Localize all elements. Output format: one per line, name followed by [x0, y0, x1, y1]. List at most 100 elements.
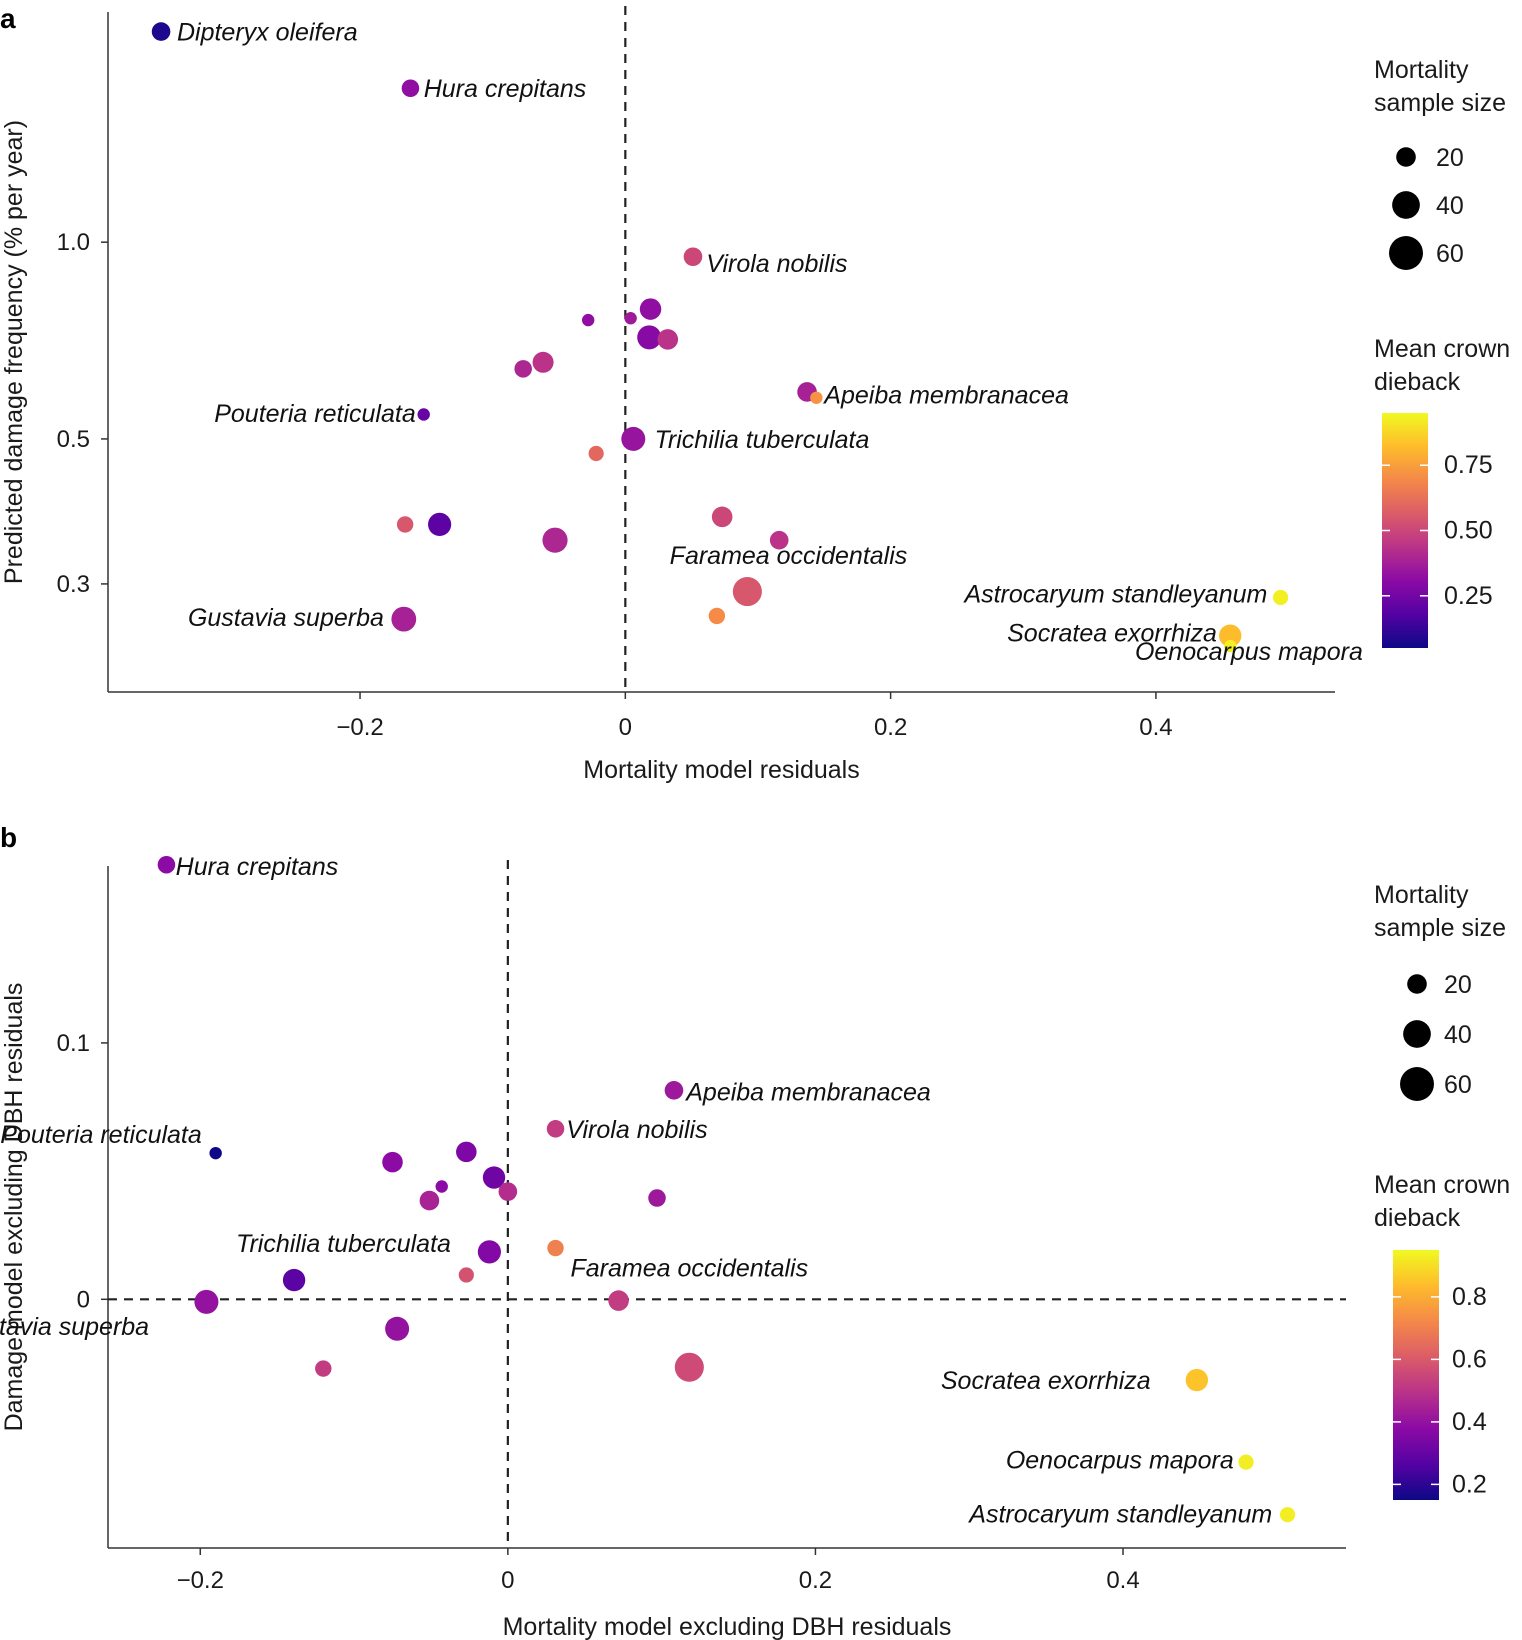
data-point — [588, 445, 604, 462]
size-legend-key — [1403, 1020, 1431, 1048]
point-label: Hura crepitans — [176, 853, 339, 881]
panel-b: b −0.2 0 0.2 0.4 0 0.1 Mortality model excludin… — [0, 822, 1510, 1640]
point-label: Pouteria reticulata — [214, 400, 416, 428]
data-point — [532, 351, 554, 373]
data-point — [482, 1166, 506, 1189]
data-point — [194, 1289, 219, 1314]
x-tick-label: −0.2 — [177, 1567, 224, 1594]
color-legend-title: dieback — [1374, 368, 1461, 396]
colorbar-label: 0.6 — [1452, 1345, 1487, 1373]
data-point — [458, 1267, 474, 1283]
data-point — [810, 391, 823, 404]
size-legend-title: sample size — [1374, 89, 1506, 117]
y-tick-label: 0.5 — [57, 426, 90, 453]
colorbar-label: 0.75 — [1444, 451, 1493, 479]
data-point — [581, 313, 595, 327]
point-label: Hura crepitans — [424, 75, 587, 103]
data-point — [514, 360, 532, 378]
data-point — [151, 22, 171, 41]
size-legend-title: Mortality — [1374, 56, 1469, 84]
point-label: Gustavia superba — [188, 604, 384, 632]
size-legend-label: 60 — [1444, 1071, 1472, 1099]
point-label: Trichilia tuberculata — [236, 1230, 451, 1258]
color-legend-title: dieback — [1374, 1204, 1461, 1232]
color-legend: Mean crown dieback 0.2 0.4 0.6 0.8 — [1374, 1171, 1510, 1500]
size-legend-key — [1396, 147, 1416, 167]
data-point — [674, 1352, 704, 1382]
data-point — [683, 247, 703, 267]
point-label: Virola nobilis — [566, 1116, 707, 1144]
y-axis-label: Predicted damage frequency (% per year) — [0, 120, 28, 584]
colorbar-label: 0.4 — [1452, 1408, 1487, 1436]
data-point — [547, 1239, 564, 1257]
x-axis-label: Mortality model residuals — [583, 756, 860, 784]
data-point — [1273, 589, 1289, 606]
data-point — [1224, 639, 1237, 653]
size-legend: Mortality sample size 20 40 60 — [1374, 56, 1506, 270]
point-label: Astrocaryum standleyanum — [967, 1500, 1272, 1528]
data-point — [708, 607, 726, 625]
size-legend-label: 60 — [1436, 240, 1464, 268]
data-point — [209, 1146, 222, 1160]
data-point — [401, 79, 420, 98]
size-legend-label: 20 — [1436, 144, 1464, 172]
point-label: Virola nobilis — [706, 250, 847, 278]
colorbar — [1393, 1250, 1439, 1500]
data-point — [315, 1360, 332, 1377]
data-point — [639, 298, 662, 320]
x-tick-label: 0.2 — [799, 1567, 832, 1594]
data-point — [624, 312, 637, 325]
data-point — [637, 325, 662, 350]
point-label: Faramea occidentalis — [571, 1254, 809, 1282]
x-tick-label: 0.4 — [1139, 714, 1172, 741]
size-legend-key — [1400, 1067, 1434, 1101]
data-point — [621, 426, 646, 451]
point-label: Pouteria reticulata — [0, 1121, 202, 1149]
point-label: Astrocaryum standleyanum — [962, 581, 1267, 609]
colorbar-label: 0.8 — [1452, 1283, 1487, 1311]
size-legend-title: sample size — [1374, 914, 1506, 942]
data-point — [546, 1120, 565, 1138]
x-tick-label: 0.4 — [1106, 1567, 1139, 1594]
data-points — [157, 855, 1296, 1523]
data-point — [732, 577, 762, 607]
data-point — [477, 1240, 501, 1264]
data-point — [157, 855, 176, 874]
point-label: Apeiba membranacea — [684, 1079, 931, 1107]
y-tick-label: 0.3 — [57, 571, 90, 598]
point-label: Oenocarpus mapora — [1135, 638, 1363, 666]
data-point — [1238, 1454, 1254, 1470]
data-point — [664, 1081, 684, 1100]
size-legend: Mortality sample size 20 40 60 — [1374, 881, 1506, 1101]
data-point — [391, 606, 417, 632]
size-legend-key — [1392, 191, 1420, 219]
data-point — [385, 1316, 410, 1341]
data-point — [419, 1190, 440, 1211]
data-point — [382, 1151, 403, 1173]
x-tick-label: 0.2 — [874, 714, 907, 741]
point-label: Oenocarpus mapora — [1006, 1447, 1234, 1475]
colorbar-label: 0.25 — [1444, 582, 1493, 610]
data-point — [456, 1141, 477, 1163]
point-label: Gustavia superba — [0, 1313, 149, 1341]
data-point — [396, 516, 414, 533]
data-point — [542, 527, 568, 553]
size-legend-key — [1389, 236, 1423, 270]
data-point — [435, 1180, 448, 1193]
color-legend-title: Mean crown — [1374, 335, 1510, 363]
colorbar-label: 0.2 — [1452, 1470, 1487, 1498]
color-legend: Mean crown dieback 0.25 0.50 0.75 — [1374, 335, 1510, 648]
data-point — [282, 1268, 306, 1292]
data-point — [417, 408, 430, 421]
size-legend-title: Mortality — [1374, 881, 1469, 909]
point-label: Trichilia tuberculata — [655, 426, 870, 454]
size-legend-label: 20 — [1444, 971, 1472, 999]
data-point — [711, 506, 733, 528]
point-label: Socratea exorrhiza — [1007, 619, 1217, 647]
point-label: Dipteryx oleifera — [177, 19, 358, 47]
size-legend-label: 40 — [1444, 1021, 1472, 1049]
data-point — [1279, 1507, 1296, 1523]
color-legend-title: Mean crown — [1374, 1171, 1510, 1199]
data-point — [769, 530, 789, 550]
